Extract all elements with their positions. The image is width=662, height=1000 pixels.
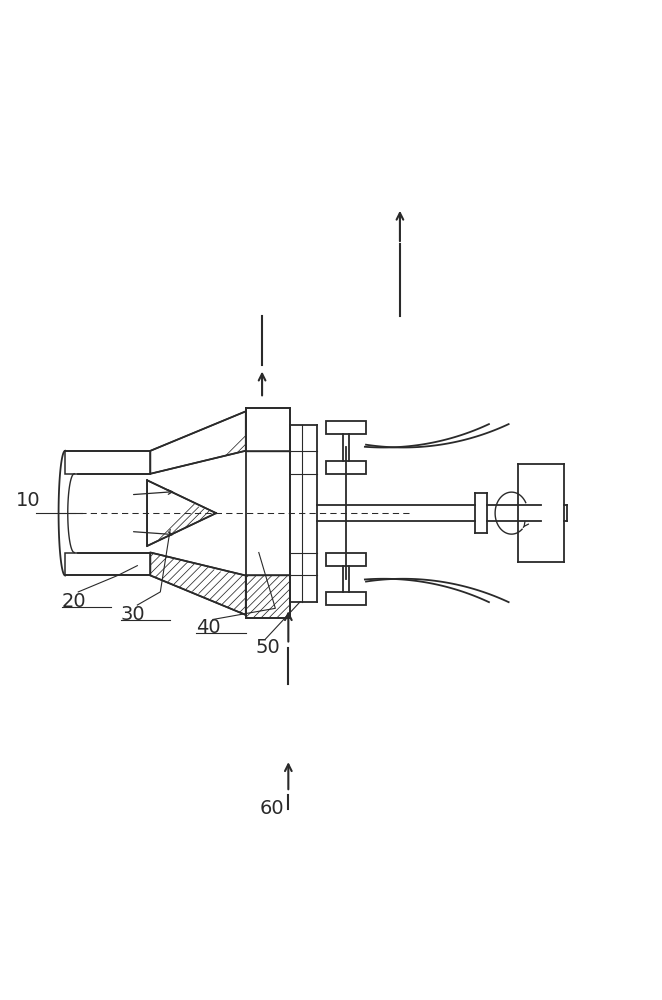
- Bar: [326, 461, 366, 474]
- Text: 50: 50: [256, 638, 280, 657]
- Text: 10: 10: [16, 491, 40, 510]
- Text: 60: 60: [260, 799, 284, 818]
- Bar: [326, 592, 366, 605]
- Text: 40: 40: [197, 618, 221, 637]
- Text: 30: 30: [121, 605, 146, 624]
- Bar: [326, 421, 366, 434]
- Text: 20: 20: [62, 592, 87, 611]
- Bar: [326, 553, 366, 566]
